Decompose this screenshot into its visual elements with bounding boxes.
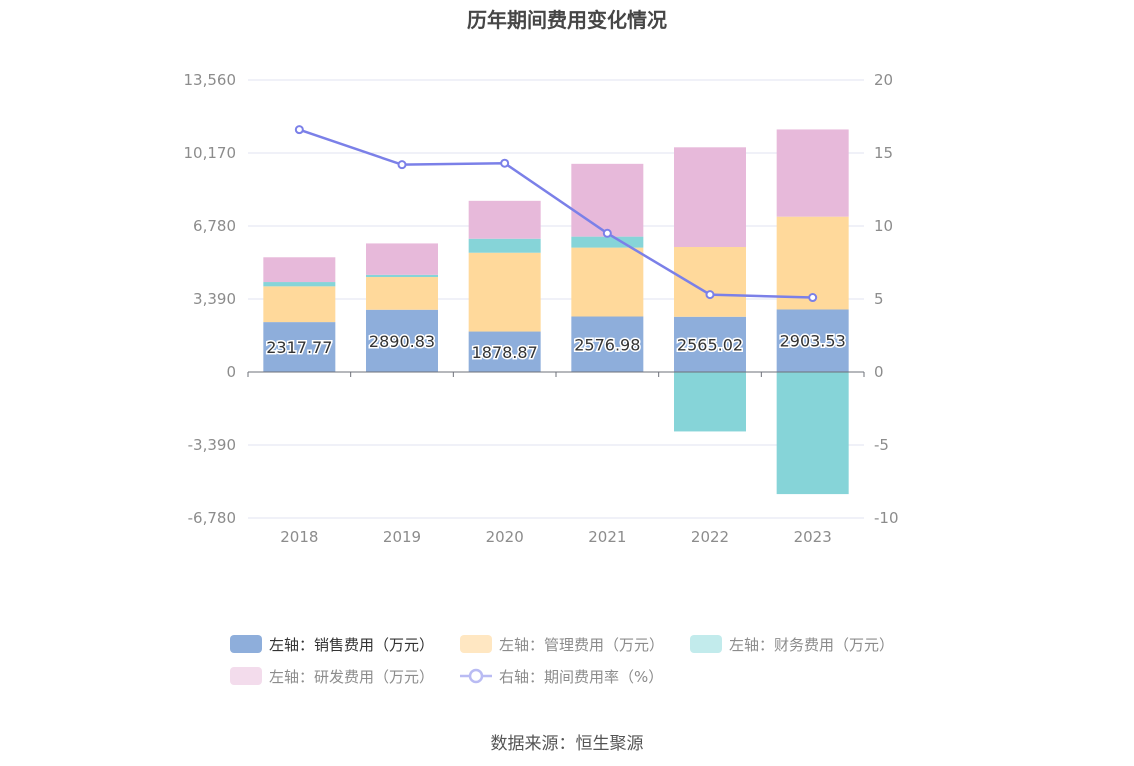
legend-label: 右轴：期间费用率（%） — [499, 668, 663, 686]
x-tick-label: 2018 — [280, 528, 318, 546]
x-tick-label: 2020 — [486, 528, 524, 546]
right-axis-tick-label: 0 — [874, 363, 884, 381]
legend-item-admin[interactable]: 左轴：管理费用（万元） — [460, 635, 664, 654]
rate-point-2023[interactable] — [808, 293, 818, 303]
bar-finance-2022[interactable] — [674, 372, 746, 432]
left-axis-tick-label: 6,780 — [193, 217, 236, 235]
bar-rd-2022[interactable] — [674, 147, 746, 247]
legend-label: 左轴：管理费用（万元） — [499, 636, 664, 654]
x-axis: 2018 2019 2020 2021 2022 2023 — [247, 371, 865, 546]
bar-rd-2020[interactable] — [468, 200, 541, 239]
sales-data-label: 2576.98 — [574, 335, 640, 354]
bar-sales-2022[interactable] — [674, 316, 746, 372]
rate-point-2018[interactable] — [294, 125, 304, 135]
legend-item-finance[interactable]: 左轴：财务费用（万元） — [690, 635, 894, 654]
legend-item-sales[interactable]: 左轴：销售费用（万元） — [230, 635, 434, 654]
rate-point-2021[interactable] — [602, 228, 612, 238]
bar-admin-2021[interactable] — [571, 247, 644, 317]
rate-line — [294, 125, 818, 303]
right-axis-tick-label: -10 — [874, 509, 899, 527]
rate-point-2019[interactable] — [397, 160, 407, 170]
legend-marker-swatch — [468, 668, 484, 684]
x-tick-label: 2019 — [383, 528, 421, 546]
sales-data-label: 2890.83 — [369, 332, 435, 351]
right-axis-tick-label: 15 — [874, 144, 893, 162]
legend-swatch — [460, 635, 492, 653]
x-tick-label: 2021 — [588, 528, 626, 546]
right-axis-tick-label: 5 — [874, 290, 884, 308]
left-axis-tick-label: 0 — [226, 363, 236, 381]
bar-admin-2020[interactable] — [468, 252, 541, 332]
legend-label: 左轴：销售费用（万元） — [269, 636, 434, 654]
rate-line-path — [298, 128, 813, 299]
bar-sales-2018[interactable] — [263, 322, 336, 372]
left-axis-tick-label: 13,560 — [184, 71, 237, 89]
bar-rd-2023[interactable] — [776, 129, 849, 217]
data-labels: 2317.77 2890.83 1878.87 2576.98 2565.02 2903.… — [265, 330, 848, 363]
right-axis-tick-label: -5 — [874, 436, 889, 454]
left-axis: 13,560 10,170 6,780 3,390 0 -3,390 -6,780 — [184, 71, 237, 527]
legend-item-rd[interactable]: 左轴：研发费用（万元） — [230, 667, 434, 686]
sales-data-label: 1878.87 — [472, 343, 538, 362]
sales-data-label: 2317.77 — [266, 338, 332, 357]
right-axis-tick-label: 10 — [874, 217, 893, 235]
bars — [263, 129, 849, 495]
bar-finance-2019[interactable] — [366, 274, 438, 278]
bar-rd-2021[interactable] — [571, 163, 644, 237]
left-axis-tick-label: -3,390 — [188, 436, 236, 454]
rate-point-2020[interactable] — [500, 158, 510, 168]
left-axis-tick-label: 3,390 — [193, 290, 236, 308]
bar-sales-2020[interactable] — [468, 331, 541, 372]
bar-finance-2023[interactable] — [776, 372, 849, 495]
legend-swatch — [230, 635, 262, 653]
legend-label: 左轴：财务费用（万元） — [729, 636, 894, 654]
legend: 左轴：销售费用（万元） 左轴：管理费用（万元） 左轴：财务费用（万元） 左轴：研发费用… — [230, 635, 894, 686]
legend-swatch — [230, 667, 262, 685]
sales-data-label: 2565.02 — [677, 335, 743, 354]
bar-admin-2022[interactable] — [674, 246, 746, 317]
right-axis-tick-label: 20 — [874, 71, 893, 89]
bar-finance-2020[interactable] — [468, 238, 541, 253]
bar-sales-2023[interactable] — [776, 309, 849, 372]
bar-admin-2018[interactable] — [263, 286, 336, 323]
bar-rd-2019[interactable] — [366, 243, 438, 275]
rate-point-2022[interactable] — [705, 290, 715, 300]
bar-finance-2018[interactable] — [263, 282, 336, 287]
sales-data-label: 2903.53 — [780, 332, 846, 351]
right-axis: 20 15 10 5 0 -5 -10 — [874, 71, 899, 527]
bar-sales-2019[interactable] — [366, 309, 438, 372]
x-tick-label: 2022 — [691, 528, 729, 546]
source-note: 数据来源：恒生聚源 — [490, 734, 644, 754]
legend-swatch — [690, 635, 722, 653]
bar-rd-2018[interactable] — [263, 257, 336, 283]
legend-label: 左轴：研发费用（万元） — [269, 668, 434, 686]
grid-lines — [248, 79, 864, 519]
bar-finance-2021[interactable] — [571, 236, 644, 248]
left-axis-tick-label: -6,780 — [188, 509, 236, 527]
x-tick-label: 2023 — [794, 528, 832, 546]
left-axis-tick-label: 10,170 — [184, 144, 237, 162]
bar-sales-2021[interactable] — [571, 316, 644, 372]
legend-item-rate[interactable]: 右轴：期间费用率（%） — [460, 668, 663, 686]
bar-admin-2019[interactable] — [366, 277, 438, 310]
chart-title: 历年期间费用变化情况 — [467, 8, 667, 32]
